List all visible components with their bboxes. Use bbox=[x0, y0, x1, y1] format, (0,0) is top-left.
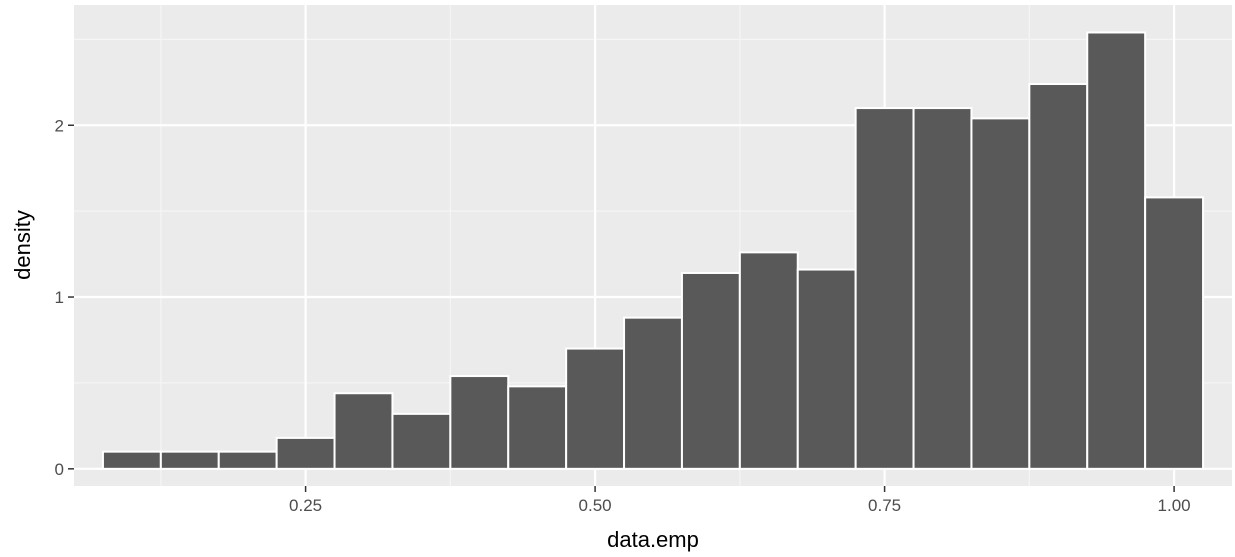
histogram-bar bbox=[1144, 196, 1205, 470]
histogram-bar bbox=[854, 107, 915, 470]
histogram-bar bbox=[680, 271, 741, 470]
histogram-bar bbox=[275, 436, 336, 470]
histogram-bar bbox=[391, 412, 452, 470]
histogram-bar bbox=[159, 450, 220, 470]
x-tick-label: 0.75 bbox=[868, 496, 901, 515]
y-axis: 0 1 2 bbox=[55, 116, 74, 479]
y-tick-label: 2 bbox=[55, 116, 64, 135]
x-tick-label: 0.25 bbox=[289, 496, 322, 515]
histogram-bar bbox=[507, 385, 568, 470]
y-tick-label: 0 bbox=[55, 460, 64, 479]
histogram-bar bbox=[217, 450, 278, 470]
y-axis-title: density bbox=[10, 210, 35, 280]
histogram-bar bbox=[970, 117, 1031, 470]
histogram-bar bbox=[449, 375, 510, 470]
histogram-bar bbox=[1028, 83, 1089, 470]
histogram-bar bbox=[565, 347, 626, 470]
x-axis: 0.25 0.50 0.75 1.00 bbox=[289, 486, 1191, 515]
histogram-bar bbox=[333, 392, 394, 470]
x-axis-title: data.emp bbox=[607, 527, 699, 552]
histogram-bar bbox=[101, 450, 162, 470]
histogram-bar bbox=[912, 107, 973, 470]
histogram-bar bbox=[623, 316, 683, 470]
histogram-bars bbox=[101, 31, 1205, 470]
histogram-bar bbox=[796, 268, 857, 470]
histogram-bar bbox=[1086, 31, 1147, 470]
x-tick-label: 1.00 bbox=[1158, 496, 1191, 515]
x-tick-label: 0.50 bbox=[579, 496, 612, 515]
y-tick-label: 1 bbox=[55, 288, 64, 307]
histogram-bar bbox=[738, 251, 799, 470]
